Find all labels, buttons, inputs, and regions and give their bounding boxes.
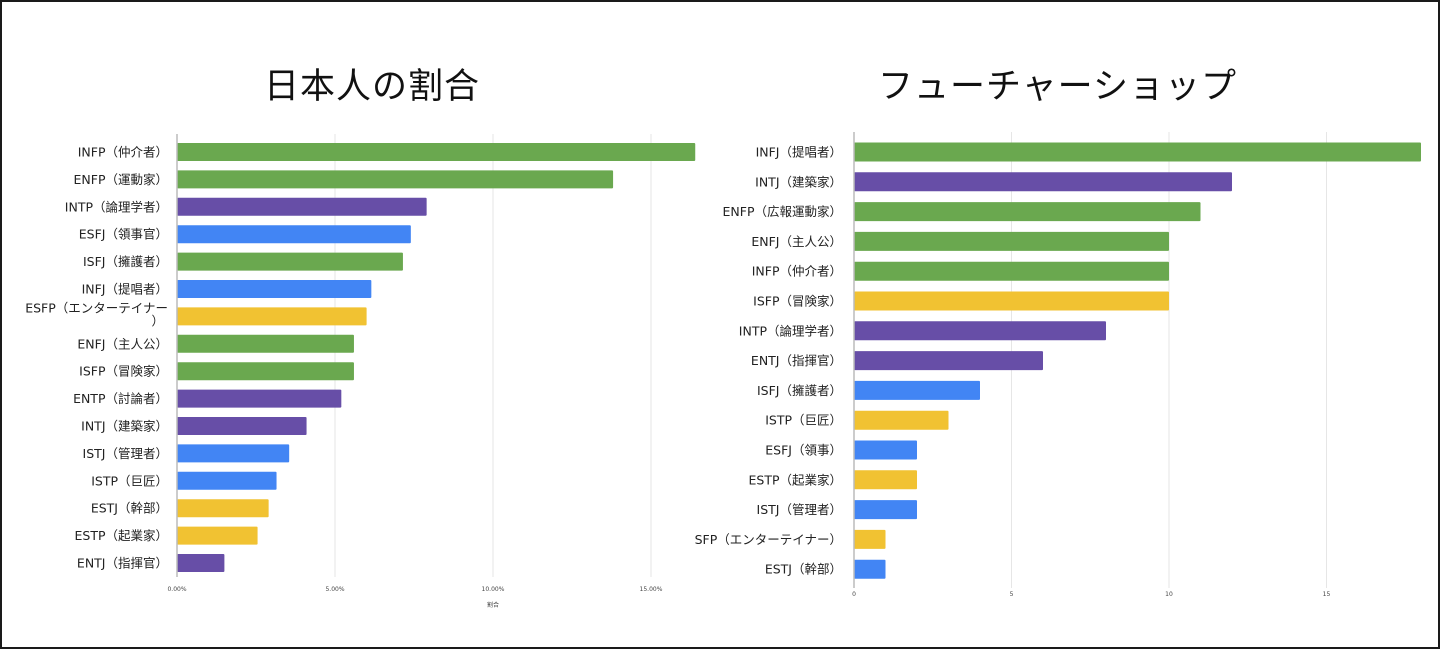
left-bar — [177, 307, 367, 326]
left-bar — [177, 526, 258, 545]
right-bar — [854, 380, 980, 400]
left-category-label: ENFJ（主人公） — [77, 336, 168, 351]
right-tick-label: 10 — [1165, 591, 1173, 598]
left-category-label: ISTP（巨匠） — [91, 473, 168, 488]
right-category-label: ENTJ（指揮官） — [751, 353, 842, 368]
right-bar — [854, 529, 886, 549]
right-category-label: SFP（エンターテイナー） — [695, 532, 842, 547]
right-bar — [854, 321, 1106, 341]
right-category-label: ENFP（広報運動家） — [723, 204, 842, 219]
left-tick-label: 10.00% — [482, 586, 505, 593]
left-category-label: ENTP（討論者） — [73, 391, 168, 406]
right-category-label: ISTJ（管理者） — [757, 502, 842, 517]
left-bar — [177, 197, 427, 216]
right-category-label: ISTP（巨匠） — [765, 413, 842, 428]
left-bar — [177, 170, 614, 189]
right-category-label: ESTJ（幹部） — [765, 562, 842, 577]
left-category-label: ISFJ（擁護者） — [83, 254, 168, 269]
left-tick-label: 5.00% — [325, 586, 344, 593]
left-bar — [177, 143, 696, 161]
right-bar — [854, 142, 1421, 162]
right-bar — [854, 231, 1169, 251]
left-category-label: ESTP（起業家） — [74, 528, 168, 543]
right-bar — [854, 351, 1043, 371]
right-bar — [854, 500, 917, 520]
right-bar — [854, 440, 917, 460]
left-category-label: ESTJ（幹部） — [91, 501, 168, 516]
left-category-label: ESFP（エンターテイナー） — [25, 300, 168, 328]
right-bar — [854, 202, 1201, 222]
right-bar — [854, 559, 886, 579]
left-category-label: INFJ（提唱者） — [82, 282, 168, 297]
right-category-label: ENFJ（主人公） — [751, 234, 842, 249]
left-x-axis-title: 割合 — [487, 601, 499, 609]
right-category-label: INTJ（建築家） — [755, 174, 842, 189]
right-bar — [854, 470, 917, 490]
left-bar — [177, 499, 269, 518]
left-chart-title: 日本人の割合 — [264, 67, 481, 107]
left-bar — [177, 225, 411, 244]
right-category-label: ISFP（冒険家） — [753, 294, 842, 309]
left-bar — [177, 280, 372, 298]
right-category-label: ISFJ（擁護者） — [757, 383, 842, 398]
left-bar — [177, 471, 277, 490]
right-category-label: ESFJ（領事） — [765, 443, 842, 458]
left-category-label: ESFJ（領事官） — [79, 227, 168, 242]
right-category-label: INFJ（提唱者） — [756, 145, 842, 160]
left-category-label: INFP（仲介者） — [78, 145, 168, 160]
left-tick-label: 0.00% — [167, 586, 186, 593]
left-tick-label: 15.00% — [640, 586, 663, 593]
right-tick-label: 0 — [852, 591, 856, 598]
left-bar — [177, 389, 342, 408]
right-chart-title: フューチャーショップ — [878, 67, 1237, 107]
left-category-label: ENFP（運動家） — [74, 172, 168, 187]
left-bar — [177, 362, 354, 381]
right-bar — [854, 172, 1232, 192]
left-bar — [177, 252, 403, 271]
left-bar — [177, 417, 307, 435]
right-bar — [854, 261, 1169, 281]
right-category-label: ESTP（起業家） — [748, 472, 842, 487]
left-category-label: INTJ（建築家） — [81, 419, 168, 434]
right-category-label: INTP（論理学者） — [739, 323, 842, 338]
right-bar — [854, 291, 1169, 311]
left-category-label: INTP（論理学者） — [65, 199, 168, 214]
right-tick-label: 15 — [1323, 591, 1331, 598]
left-bar — [177, 554, 225, 572]
left-category-label: ISFP（冒険家） — [79, 364, 168, 379]
right-bar — [854, 410, 949, 430]
right-tick-label: 5 — [1010, 591, 1014, 598]
left-category-label: ISTJ（管理者） — [83, 446, 168, 461]
left-bar — [177, 444, 290, 463]
left-category-label: ENTJ（指揮官） — [77, 556, 168, 571]
left-bar — [177, 334, 354, 353]
right-category-label: INFP（仲介者） — [752, 264, 842, 279]
